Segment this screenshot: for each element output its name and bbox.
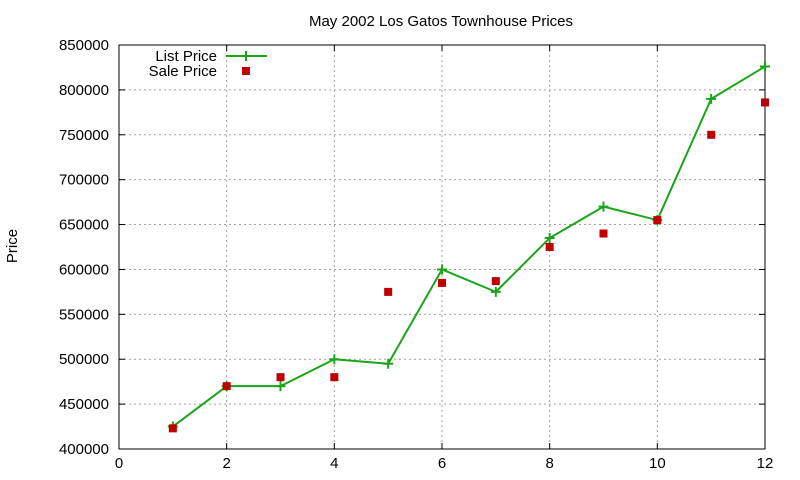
list-price-point xyxy=(437,264,447,275)
sale-price-point xyxy=(384,287,393,296)
y-tick-label: 600000 xyxy=(59,261,109,278)
list-price-point xyxy=(760,61,770,72)
y-tick-label: 800000 xyxy=(59,82,109,99)
axis-ticks: 0 2 4 6 8 10 12 400000 450000 500000 550000 600000 6… xyxy=(59,37,773,472)
sale-price-point xyxy=(707,130,716,139)
y-tick-label: 750000 xyxy=(59,127,109,144)
sale-price-point xyxy=(599,229,608,238)
legend-label-list-price: List Price xyxy=(155,48,217,65)
sale-price-point xyxy=(222,382,231,391)
list-price-point xyxy=(544,233,555,244)
chart-title: May 2002 Los Gatos Townhouse Prices xyxy=(309,13,573,30)
legend: List Price Sale Price xyxy=(149,48,267,80)
x-tick-label: 10 xyxy=(649,455,666,472)
y-tick-label: 700000 xyxy=(59,172,109,189)
list-price-point xyxy=(383,358,394,369)
sale-price-point xyxy=(438,278,446,287)
y-tick-label: 550000 xyxy=(59,306,109,323)
list-price-point xyxy=(490,286,501,297)
legend-marker-list-price xyxy=(241,51,251,61)
x-tick-label: 2 xyxy=(222,455,230,472)
x-tick-label: 6 xyxy=(438,455,446,472)
series-list-price xyxy=(167,61,770,432)
y-axis-label: Price xyxy=(4,229,21,263)
x-tick-label: 0 xyxy=(115,455,123,472)
sale-price-point xyxy=(653,216,662,225)
legend-marker-sale-price xyxy=(242,67,250,75)
list-price-point xyxy=(706,93,717,104)
y-tick-label: 850000 xyxy=(59,37,109,54)
list-price-point xyxy=(329,354,340,365)
sale-price-point xyxy=(761,98,769,107)
legend-label-sale-price: Sale Price xyxy=(149,63,217,80)
list-price-line xyxy=(172,65,766,428)
x-tick-label: 12 xyxy=(757,455,774,472)
series-sale-price xyxy=(168,98,769,433)
sale-price-point xyxy=(545,243,554,251)
sale-price-point xyxy=(276,373,285,382)
sale-price-point xyxy=(168,424,177,433)
grid xyxy=(119,45,765,449)
y-tick-label: 500000 xyxy=(59,351,109,368)
y-tick-label: 650000 xyxy=(59,217,109,234)
y-tick-label: 450000 xyxy=(59,396,109,413)
series xyxy=(167,61,770,433)
sale-price-point xyxy=(491,277,500,286)
x-tick-label: 4 xyxy=(330,455,338,472)
list-price-point xyxy=(598,201,609,212)
list-price-point xyxy=(275,381,286,392)
y-tick-label: 400000 xyxy=(59,441,109,458)
sale-price-point xyxy=(330,373,339,382)
x-tick-label: 8 xyxy=(545,455,553,472)
